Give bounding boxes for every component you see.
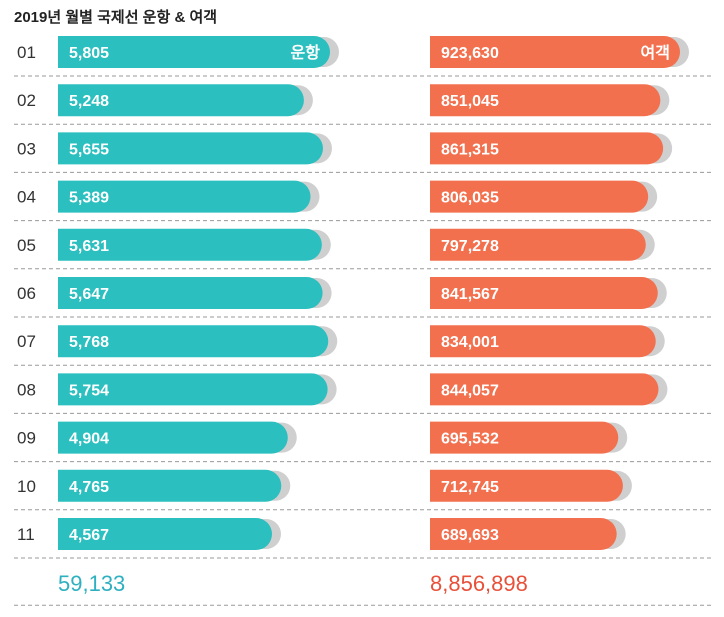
- bar-value-label: 841,567: [441, 286, 499, 303]
- chart-totals: 59,133 8,856,898: [14, 571, 714, 606]
- chart-row-09: 09 4,904 695,532: [14, 421, 714, 463]
- bar-flights: [58, 469, 282, 502]
- month-label: 10: [17, 477, 36, 496]
- bar-value-label: 5,768: [69, 334, 109, 351]
- total-passengers: 8,856,898: [430, 571, 528, 596]
- chart-row-06: 06 5,647 841,567: [14, 277, 714, 318]
- month-label: 09: [17, 429, 36, 448]
- bar-passengers: [430, 373, 659, 406]
- bar-flights: [58, 373, 328, 406]
- bar-flights: [58, 277, 323, 309]
- bar-value-label: 923,630: [441, 45, 499, 62]
- bar-value-label: 834,001: [441, 334, 499, 351]
- chart-row-03: 03 5,655 861,315: [14, 132, 714, 173]
- bar-value-label: 5,754: [69, 382, 109, 399]
- bar-flights: [58, 180, 311, 213]
- month-label: 07: [17, 332, 36, 351]
- month-label: 02: [17, 91, 36, 110]
- series-label: 운항: [291, 43, 321, 62]
- chart-row-01: 01 5,805 운항 923,630 여객: [14, 36, 714, 77]
- chart-row-04: 04 5,389 806,035: [14, 180, 714, 222]
- chart-title: 2019년 월별 국제선 운항 & 여객: [14, 8, 217, 26]
- bar-flights: [58, 36, 330, 68]
- bar-value-label: 695,532: [441, 431, 499, 448]
- total-flights: 59,133: [58, 571, 125, 596]
- bar-value-label: 5,805: [69, 45, 109, 62]
- bar-passengers: [430, 36, 680, 68]
- chart-row-10: 10 4,765 712,745: [14, 469, 714, 511]
- bar-value-label: 712,745: [441, 479, 499, 496]
- bar-passengers: [430, 469, 623, 502]
- chart-row-08: 08 5,754 844,057: [14, 373, 714, 414]
- bar-flights: [58, 228, 322, 261]
- bar-passengers: [430, 277, 658, 309]
- bar-passengers: [430, 228, 646, 261]
- bar-passengers: [430, 421, 619, 454]
- bar-value-label: 844,057: [441, 382, 499, 399]
- bar-passengers: [430, 518, 617, 550]
- chart-row-05: 05 5,631 797,278: [14, 228, 714, 270]
- bar-flights: [58, 132, 323, 165]
- bar-value-label: 797,278: [441, 238, 499, 255]
- chart-row-11: 11 4,567 689,693: [14, 518, 714, 559]
- bar-flights: [58, 84, 304, 117]
- bar-passengers: [430, 84, 661, 117]
- month-label: 08: [17, 380, 36, 399]
- bar-value-label: 851,045: [441, 93, 499, 110]
- bar-value-label: 5,248: [69, 93, 109, 110]
- bar-passengers: [430, 325, 656, 358]
- chart-row-07: 07 5,768 834,001: [14, 325, 714, 366]
- bar-flights: [58, 325, 329, 358]
- bar-passengers: [430, 132, 664, 165]
- bar-flights: [58, 421, 288, 454]
- bar-value-label: 5,389: [69, 190, 109, 207]
- bar-value-label: 5,647: [69, 286, 109, 303]
- bar-value-label: 806,035: [441, 190, 499, 207]
- month-label: 01: [17, 43, 36, 62]
- bar-value-label: 5,655: [69, 141, 109, 158]
- bar-value-label: 4,567: [69, 527, 109, 544]
- bar-value-label: 861,315: [441, 141, 499, 158]
- bar-flights: [58, 518, 272, 550]
- month-label: 06: [17, 284, 36, 303]
- month-label: 11: [17, 525, 35, 544]
- month-label: 05: [17, 236, 36, 255]
- chart-row-02: 02 5,248 851,045: [14, 84, 714, 125]
- bar-value-label: 4,904: [69, 431, 109, 448]
- bar-value-label: 5,631: [69, 238, 109, 255]
- month-label: 03: [17, 139, 36, 158]
- bar-value-label: 4,765: [69, 479, 109, 496]
- bar-passengers: [430, 180, 649, 213]
- bar-value-label: 689,693: [441, 527, 499, 544]
- series-label: 여객: [641, 44, 670, 62]
- month-label: 04: [17, 188, 36, 207]
- chart-rows: 01 5,805 운항 923,630 여객 02 5,248 851,045 03 5,655 8…: [14, 36, 714, 559]
